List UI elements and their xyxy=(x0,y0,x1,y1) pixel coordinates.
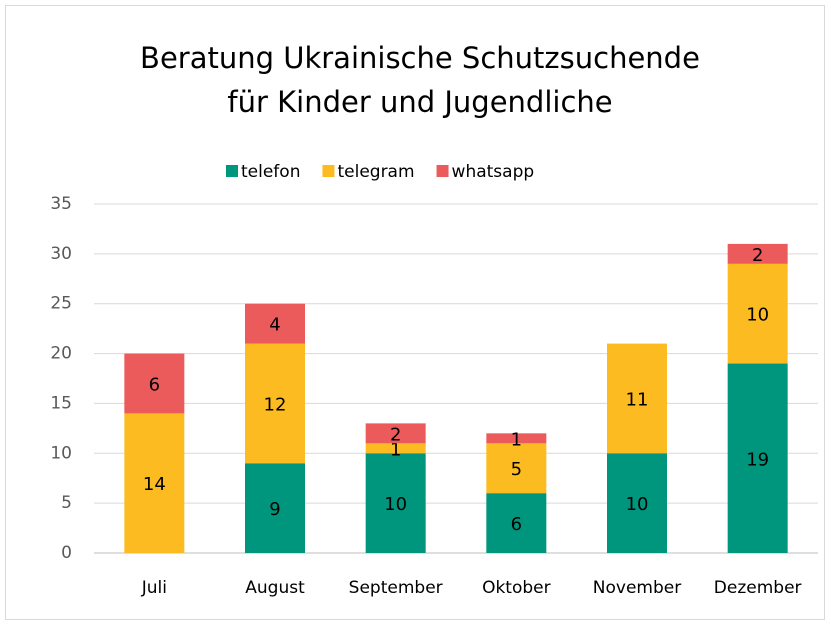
y-tick-label: 20 xyxy=(50,344,72,364)
data-label: 4 xyxy=(269,315,280,336)
bar-segment xyxy=(607,453,667,553)
x-tick-label: Oktober xyxy=(482,578,551,598)
data-label: 5 xyxy=(511,459,522,480)
data-label: 6 xyxy=(149,374,160,395)
data-label: 10 xyxy=(384,494,407,515)
data-label: 12 xyxy=(264,394,287,415)
data-label: 10 xyxy=(746,305,769,326)
data-label: 9 xyxy=(269,499,280,520)
y-tick-label: 35 xyxy=(50,194,72,214)
bar-segment xyxy=(365,443,426,454)
data-label: 2 xyxy=(752,245,763,266)
y-tick-label: 30 xyxy=(50,244,72,264)
x-tick-label: August xyxy=(245,578,305,598)
legend-swatch xyxy=(322,165,335,177)
legend-swatch xyxy=(226,165,238,177)
legend-label: telefon xyxy=(241,162,300,182)
bar-segment xyxy=(245,463,305,553)
x-tick-label: Dezember xyxy=(714,578,802,598)
bar-segment xyxy=(486,433,547,444)
y-tick-label: 10 xyxy=(50,443,72,463)
bar-segment xyxy=(124,413,185,553)
bar-segment xyxy=(245,343,305,464)
bar-segment xyxy=(727,243,788,264)
bar-segment xyxy=(486,493,547,553)
x-tick-label: November xyxy=(593,578,681,598)
legend-label: whatsapp xyxy=(452,162,535,182)
legend-label: telegram xyxy=(337,162,414,182)
data-label: 14 xyxy=(143,474,166,495)
bar-segment xyxy=(124,353,185,414)
bar-segment xyxy=(486,443,547,494)
x-tick-label: Juli xyxy=(141,578,167,598)
data-label: 6 xyxy=(511,514,522,535)
data-label: 11 xyxy=(626,389,649,410)
y-tick-label: 15 xyxy=(50,393,72,413)
bar-segment xyxy=(245,303,305,344)
bar-segment xyxy=(607,343,667,454)
chart-title: für Kinder und Jugendliche xyxy=(227,85,612,119)
x-tick-label: September xyxy=(349,578,443,598)
chart-title: Beratung Ukrainische Schutzsuchende xyxy=(140,41,700,75)
bar-segment xyxy=(365,423,426,444)
y-tick-label: 25 xyxy=(50,294,72,314)
bar-segment xyxy=(365,453,426,553)
legend: telefon telegram whatsapp xyxy=(226,162,534,182)
y-tick-label: 5 xyxy=(61,493,72,513)
bar-segment xyxy=(727,263,788,364)
data-label: 1 xyxy=(390,439,401,460)
data-label: 19 xyxy=(746,449,769,470)
data-label: 2 xyxy=(390,424,401,445)
legend-swatch xyxy=(436,165,449,177)
data-label: 1 xyxy=(511,429,522,450)
y-tick-label: 0 xyxy=(61,543,72,563)
data-label: 10 xyxy=(626,494,649,515)
bar-segment xyxy=(727,363,788,553)
